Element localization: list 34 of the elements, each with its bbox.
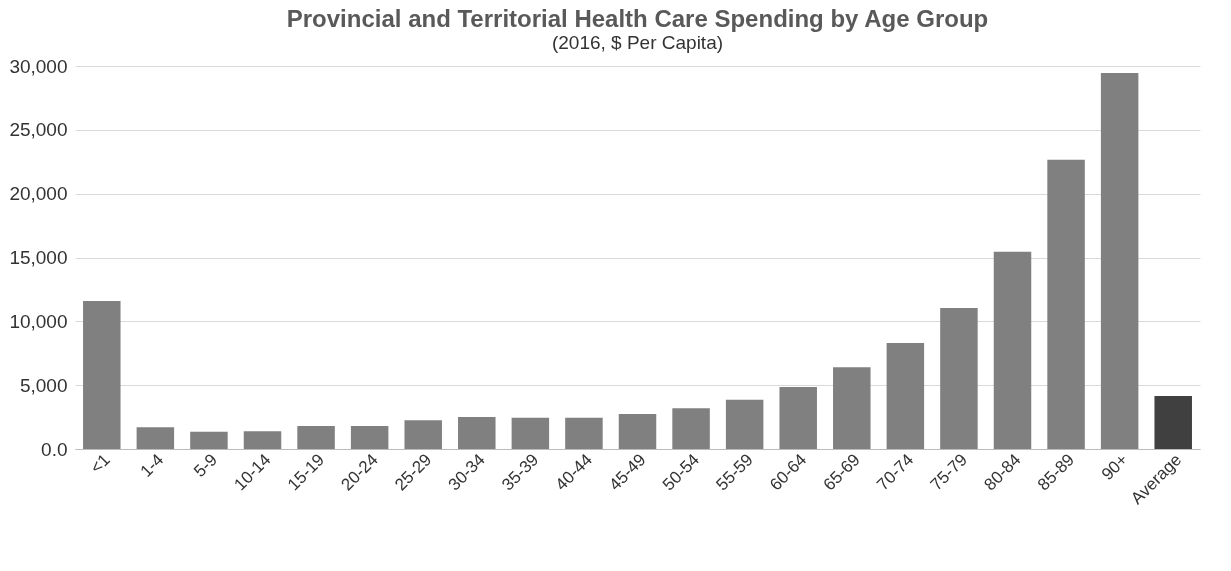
x-tick-label: 90+ xyxy=(1097,450,1132,484)
y-tick-label: 0.0 xyxy=(41,438,68,460)
bar xyxy=(1154,396,1192,449)
bar xyxy=(993,251,1032,449)
x-tick-label: <1 xyxy=(86,450,114,478)
x-tick-label: 1-4 xyxy=(136,450,168,481)
x-tick-label: 5-9 xyxy=(190,450,221,481)
bar xyxy=(725,399,764,449)
bar xyxy=(404,420,442,449)
bar xyxy=(940,307,978,449)
y-tick-label: 10,000 xyxy=(9,310,68,332)
chart-title: Provincial and Territorial Health Care Spending by Age Group xyxy=(286,5,989,32)
bar xyxy=(190,431,228,449)
bar xyxy=(458,417,496,449)
y-tick-label: 5,000 xyxy=(19,374,68,396)
bar xyxy=(83,300,121,449)
y-tick-label: 30,000 xyxy=(9,55,68,77)
bar xyxy=(833,367,871,449)
bar xyxy=(1047,159,1085,449)
bar xyxy=(1100,73,1139,449)
bar xyxy=(672,408,710,449)
bar xyxy=(243,431,282,449)
bar xyxy=(565,417,603,449)
bar xyxy=(779,387,817,449)
bar xyxy=(618,413,657,449)
bar xyxy=(511,417,550,449)
bar xyxy=(297,426,335,449)
y-tick-label: 15,000 xyxy=(9,247,68,268)
bar xyxy=(886,343,925,449)
bar xyxy=(136,427,175,449)
y-tick-label: 20,000 xyxy=(9,183,68,205)
bar xyxy=(350,426,389,449)
y-tick-label: 25,000 xyxy=(9,119,68,141)
chart-subtitle: (2016, $ Per Capita) xyxy=(551,32,724,53)
